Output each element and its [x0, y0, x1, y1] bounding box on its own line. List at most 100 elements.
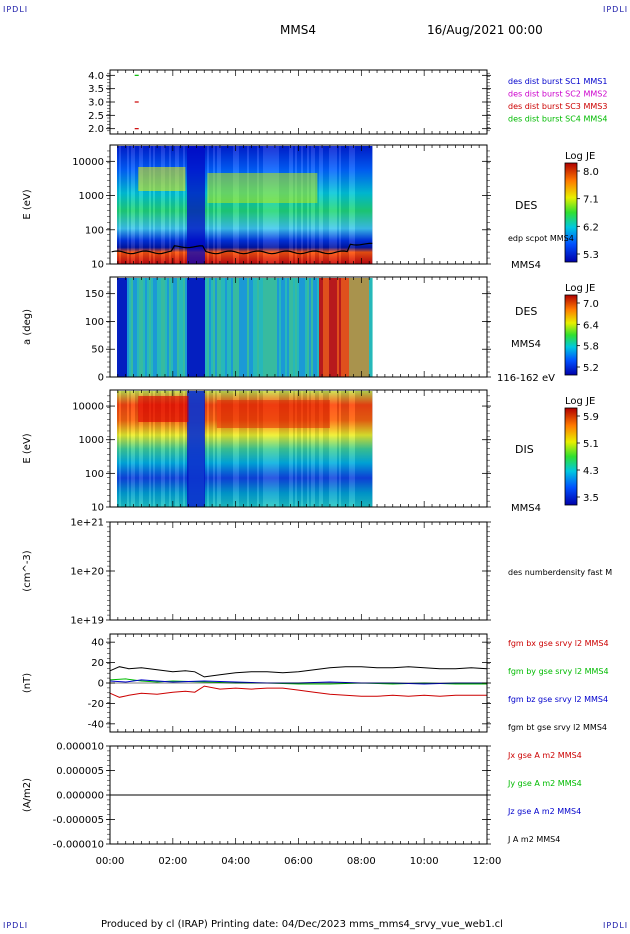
spectrogram-streak	[283, 146, 285, 264]
spectrogram-streak	[341, 278, 343, 377]
spectrogram-streak	[269, 146, 271, 264]
spectrogram-streak	[301, 278, 303, 377]
spectrogram-streak	[139, 146, 141, 264]
spectrogram-streak	[347, 278, 349, 377]
spectrogram-streak	[321, 391, 323, 507]
spectrogram-streak	[157, 278, 159, 377]
spectrogram-streak	[211, 278, 213, 377]
spectrogram-streak	[173, 391, 175, 507]
spectrogram-streak	[161, 278, 163, 377]
spectrogram-streak	[271, 391, 273, 507]
spectrogram-streak	[285, 278, 287, 377]
spectrogram-streak	[135, 146, 137, 264]
y-tick-label: 1e+21	[70, 518, 104, 529]
spectrogram-streak	[233, 146, 235, 264]
spectrogram-streak	[291, 391, 293, 507]
spectrogram-streak	[249, 146, 251, 264]
spectrogram-streak	[247, 391, 249, 507]
spectrogram-streak	[335, 391, 337, 507]
spectrogram-streak	[213, 278, 215, 377]
spectrogram-streak	[293, 146, 295, 264]
spectrogram-streak	[121, 391, 123, 507]
spectrogram-streak	[139, 278, 141, 377]
spectrogram-fill	[117, 146, 373, 264]
spectrogram-streak	[367, 146, 369, 264]
spectrogram-streak	[243, 278, 245, 377]
date-title: 16/Aug/2021 00:00	[427, 23, 543, 37]
spectrogram-streak	[205, 391, 207, 507]
y-tick-label: 3.5	[88, 84, 104, 95]
corner-label-top-right: IPDLI	[603, 5, 629, 14]
spectrogram-streak	[181, 146, 183, 264]
y-tick-label: 0.000005	[56, 766, 104, 777]
spectrogram-streak	[307, 391, 309, 507]
spectrogram-streak	[331, 146, 333, 264]
corner-label-bottom-left: IPDLI	[3, 921, 29, 930]
spectrogram-streak	[323, 391, 325, 507]
y-tick-label: 100	[85, 225, 104, 236]
spectrogram-streak	[131, 146, 133, 264]
y-tick-label: 1e+20	[70, 567, 104, 578]
spectrogram-streak	[253, 278, 255, 377]
spectrogram-streak	[133, 391, 135, 507]
panel-frame	[109, 69, 488, 135]
spectrogram-streak	[263, 278, 265, 377]
y-tick-label: 1e+19	[70, 616, 104, 627]
spectrogram-streak	[303, 146, 305, 264]
spectrogram-streak	[215, 146, 217, 264]
colorbar-tick-label: 7.0	[583, 299, 599, 310]
spectrogram-streak	[153, 391, 155, 507]
spectrogram-streak	[125, 146, 127, 264]
colorbar-tick-label: 5.9	[583, 412, 599, 423]
legend-entry: Jz gse A m2 MMS4	[507, 807, 581, 816]
spectrogram-streak	[149, 391, 151, 507]
spectrogram-streak	[201, 146, 203, 264]
spectrogram-streak	[203, 146, 205, 264]
colorbar-title: Log JE	[565, 151, 595, 162]
spectrogram-streak	[123, 146, 125, 264]
spectrogram-streak	[157, 391, 159, 507]
legend-entry: Jx gse A m2 MMS4	[507, 751, 582, 760]
spectrogram-lobe	[138, 396, 189, 422]
spectrogram-streak	[267, 391, 269, 507]
y-tick-label: 1000	[79, 191, 104, 202]
spectrogram-streak	[269, 278, 271, 377]
spectrogram-streak	[293, 391, 295, 507]
spectrogram-gap	[188, 391, 205, 507]
spectrogram-streak	[309, 146, 311, 264]
spectrogram-streak	[145, 278, 147, 377]
spectrogram-streak	[155, 278, 157, 377]
spectrogram-streak	[217, 278, 219, 377]
spectrogram-streak	[223, 146, 225, 264]
spectrogram-streak	[229, 278, 231, 377]
spectrogram-streak	[335, 146, 337, 264]
spectrogram-streak	[269, 391, 271, 507]
spectrogram-streak	[353, 391, 355, 507]
spectrogram-streak	[309, 391, 311, 507]
spectrogram-streak	[287, 146, 289, 264]
spectrogram-streak	[267, 278, 269, 377]
spectrogram-streak	[317, 146, 319, 264]
spectrogram-streak	[241, 146, 243, 264]
spectrogram-streak	[291, 146, 293, 264]
spectrogram-streak	[279, 391, 281, 507]
spectrogram-streak	[227, 146, 229, 264]
spectrogram-streak	[353, 146, 355, 264]
spectrogram-streak	[281, 278, 283, 377]
spectrogram-streak	[275, 391, 277, 507]
spectrogram-streak	[245, 278, 247, 377]
spectrogram-streak	[133, 278, 135, 377]
spectrogram-streak	[139, 391, 141, 507]
spectrogram-streak	[297, 278, 299, 377]
spectrogram-streak	[171, 391, 173, 507]
spectrogram-streak	[347, 146, 349, 264]
y-axis-label: E (eV)	[22, 433, 33, 463]
spectrogram-streak	[369, 146, 371, 264]
spectrogram-streak	[271, 146, 273, 264]
spectrogram-streak	[183, 146, 185, 264]
spectrogram-streak	[177, 146, 179, 264]
spectrogram-streak	[129, 146, 131, 264]
spectrogram-streak	[249, 278, 251, 377]
spectrogram-streak	[207, 391, 209, 507]
spectrogram-streak	[197, 146, 199, 264]
